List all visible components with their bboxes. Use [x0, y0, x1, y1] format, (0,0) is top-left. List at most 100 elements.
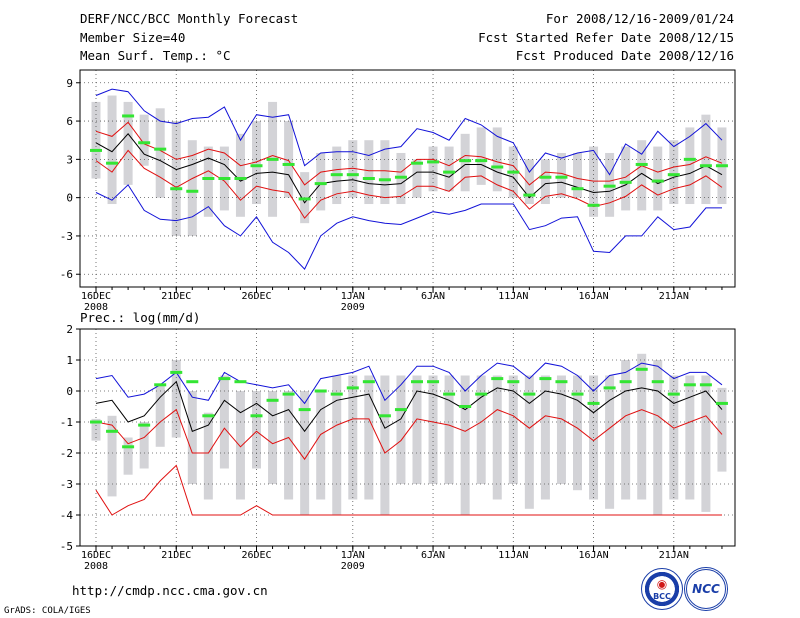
ensemble-box [380, 140, 390, 205]
ensemble-box [396, 375, 406, 484]
x-tick-label: 6JAN [421, 550, 445, 561]
x-tick-label: 26DEC [241, 550, 271, 561]
ensemble-box [139, 114, 149, 166]
source-url[interactable]: http://cmdp.ncc.cma.gov.cn [72, 583, 268, 598]
ensemble-box [107, 415, 117, 497]
bcc-logo: ◉ BCC [641, 568, 683, 610]
y-tick-label: -3 [60, 478, 73, 491]
precip-chart-title: Prec.: log(mm/d) [80, 310, 200, 325]
x-tick-label: 1JAN [341, 291, 365, 302]
ensemble-box [701, 114, 711, 205]
ensemble-box [123, 101, 133, 185]
y-tick-label: -4 [60, 509, 74, 522]
y-tick-label: 1 [66, 354, 73, 367]
member-size-label: Member Size=40 [80, 30, 186, 45]
ensemble-box [492, 127, 502, 192]
x-tick-label: 16JAN [578, 291, 608, 302]
x-tick-label: 21JAN [659, 550, 689, 561]
produced-date: Fcst Produced Date 2008/12/16 [515, 48, 734, 63]
ensemble-box [187, 391, 197, 484]
ensemble-box [524, 375, 534, 509]
ensemble-box [685, 127, 695, 205]
ensemble-box [573, 152, 582, 198]
ensemble-box [444, 375, 454, 484]
ensemble-box [203, 412, 213, 500]
x-tick-sublabel: 2008 [84, 302, 108, 313]
y-tick-label: 9 [66, 77, 73, 90]
y-tick-label: 6 [66, 115, 73, 128]
ensemble-box [540, 375, 550, 500]
ensemble-box [476, 375, 486, 484]
series-line [95, 88, 723, 176]
x-tick-label: 11JAN [498, 291, 528, 302]
x-tick-label: 6JAN [421, 291, 445, 302]
ensemble-box [701, 375, 711, 512]
grads-credit: GrADS: COLA/IGES [4, 606, 91, 616]
series-line [95, 380, 723, 433]
x-tick-label: 21DEC [161, 291, 191, 302]
bcc-logo-text: BCC [653, 592, 671, 601]
ensemble-box [155, 384, 165, 447]
ensemble-box [605, 375, 615, 509]
y-tick-label: -3 [60, 230, 73, 243]
x-tick-sublabel: 2008 [84, 561, 108, 572]
plot-frame [79, 328, 736, 547]
x-tick-label: 16DEC [81, 550, 111, 561]
ensemble-box [573, 375, 582, 491]
x-tick-label: 16DEC [81, 291, 111, 302]
ensemble-box [492, 375, 502, 500]
ensemble-box [268, 391, 278, 484]
ensemble-box [685, 375, 695, 500]
bcc-logo-mark: ◉ [656, 577, 668, 591]
ensemble-box [412, 375, 422, 484]
ensemble-box [444, 146, 454, 192]
x-tick-label: 26DEC [241, 291, 271, 302]
series-line [95, 408, 723, 461]
series-line [95, 149, 723, 219]
ncc-logo-text: NCC [692, 582, 720, 596]
ensemble-box [380, 375, 390, 515]
x-tick-label: 1JAN [341, 550, 365, 561]
ensemble-box [428, 146, 438, 192]
ensemble-box [364, 375, 374, 500]
series-line [95, 121, 723, 186]
plot-frame [79, 69, 736, 288]
x-tick-label: 16JAN [578, 550, 608, 561]
ensemble-box [155, 108, 165, 198]
ensemble-box [107, 95, 117, 205]
ensemble-box [235, 133, 245, 217]
ensemble-box [171, 360, 181, 438]
ensemble-box [235, 391, 245, 500]
ensemble-box [316, 391, 326, 500]
ensemble-box [653, 146, 663, 211]
x-tick-label: 11JAN [498, 550, 528, 561]
ensemble-box [556, 375, 566, 484]
series-line [95, 133, 723, 204]
y-tick-label: -1 [60, 416, 73, 429]
ensemble-box [139, 422, 149, 469]
forecast-period: For 2008/12/16-2009/01/24 [545, 11, 734, 26]
ensemble-box [316, 152, 326, 211]
series-line [95, 362, 723, 405]
y-tick-label: 3 [66, 153, 73, 166]
x-tick-label: 21DEC [161, 550, 191, 561]
ensemble-box [460, 375, 470, 515]
ensemble-box [621, 360, 631, 500]
ncc-logo: NCC [684, 567, 728, 611]
ensemble-box [203, 146, 213, 217]
ensemble-box [637, 353, 647, 500]
variable-label: Mean Surf. Temp.: °C [80, 48, 231, 63]
ensemble-box [589, 146, 599, 217]
y-tick-label: 2 [66, 323, 73, 336]
ensemble-box [476, 127, 486, 185]
y-tick-label: -6 [60, 268, 73, 281]
y-tick-label: 0 [66, 385, 73, 398]
ensemble-box [460, 133, 470, 192]
x-tick-sublabel: 2009 [341, 561, 365, 572]
ensemble-box [524, 159, 534, 205]
ensemble-box [364, 140, 374, 205]
ensemble-box [187, 140, 197, 236]
x-tick-label: 21JAN [659, 291, 689, 302]
ensemble-box [637, 140, 647, 211]
